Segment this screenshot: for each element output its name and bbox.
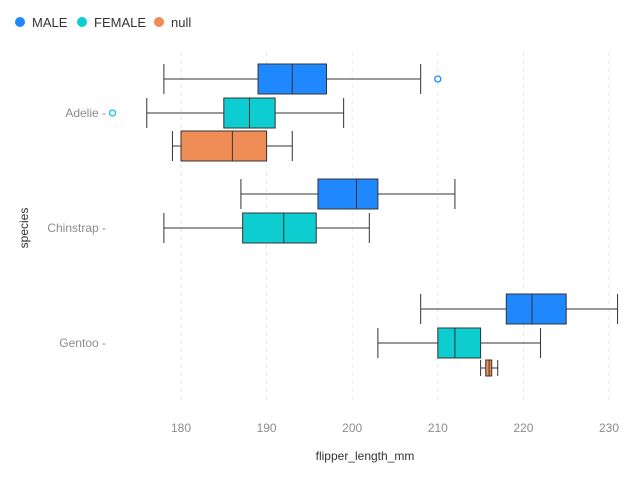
x-tick-label: 190	[257, 421, 277, 435]
box-male-gentoo	[420, 293, 619, 325]
x-tick-label: 220	[513, 421, 533, 435]
plot-area	[108, 63, 619, 377]
y-tick-label-adelie: Adelie -	[65, 106, 106, 120]
box-iqr	[437, 327, 482, 359]
x-axis: 180 190 200 210 220 230	[171, 421, 619, 435]
legend-swatch-female	[77, 17, 87, 27]
x-tick-label: 210	[428, 421, 448, 435]
legend-swatch-male	[15, 17, 25, 27]
outlier-point	[434, 75, 442, 83]
box-female-chinstrap	[163, 212, 370, 244]
legend-label-female: FEMALE	[94, 15, 146, 30]
box-male-chinstrap	[240, 178, 456, 210]
box-iqr	[242, 212, 317, 244]
y-axis-title: species	[17, 208, 31, 249]
legend-swatch-null	[154, 17, 164, 27]
y-axis: Adelie - Chinstrap - Gentoo -	[47, 106, 106, 350]
legend-label-male: MALE	[32, 15, 68, 30]
legend: MALE FEMALE null	[15, 15, 191, 30]
box-iqr	[505, 293, 567, 325]
box-female-gentoo	[377, 327, 542, 359]
box-male-adelie	[163, 63, 442, 95]
y-tick-label-chinstrap: Chinstrap -	[47, 221, 106, 235]
box-female-adelie	[108, 97, 345, 129]
box-null-gentoo	[480, 359, 499, 377]
outlier-point	[108, 109, 117, 117]
x-tick-label: 180	[171, 421, 191, 435]
x-tick-label: 200	[342, 421, 362, 435]
x-axis-title: flipper_length_mm	[316, 449, 415, 463]
box-iqr	[180, 130, 268, 162]
box-iqr	[317, 178, 379, 210]
box-null-adelie	[171, 130, 293, 162]
y-tick-label-gentoo: Gentoo -	[59, 336, 106, 350]
x-tick-label: 230	[599, 421, 619, 435]
legend-label-null: null	[171, 15, 191, 30]
